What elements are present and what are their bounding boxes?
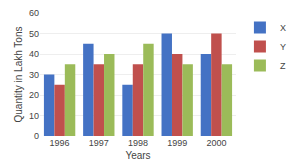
svg-text:50: 50 [29,29,39,39]
svg-text:Years: Years [125,150,150,161]
svg-text:X: X [280,23,286,33]
svg-text:40: 40 [29,49,39,59]
svg-text:Y: Y [280,42,286,52]
svg-text:10: 10 [29,111,39,121]
svg-text:1999: 1999 [167,138,187,148]
svg-text:Quantity in Lakh Tons: Quantity in Lakh Tons [13,27,24,123]
svg-text:60: 60 [29,8,39,18]
svg-text:1996: 1996 [50,138,70,148]
svg-text:Z: Z [280,61,286,71]
svg-text:30: 30 [29,70,39,80]
svg-text:2000: 2000 [206,138,226,148]
svg-text:0: 0 [34,131,39,141]
svg-text:1998: 1998 [128,138,148,148]
svg-text:20: 20 [29,90,39,100]
svg-text:1997: 1997 [89,138,109,148]
